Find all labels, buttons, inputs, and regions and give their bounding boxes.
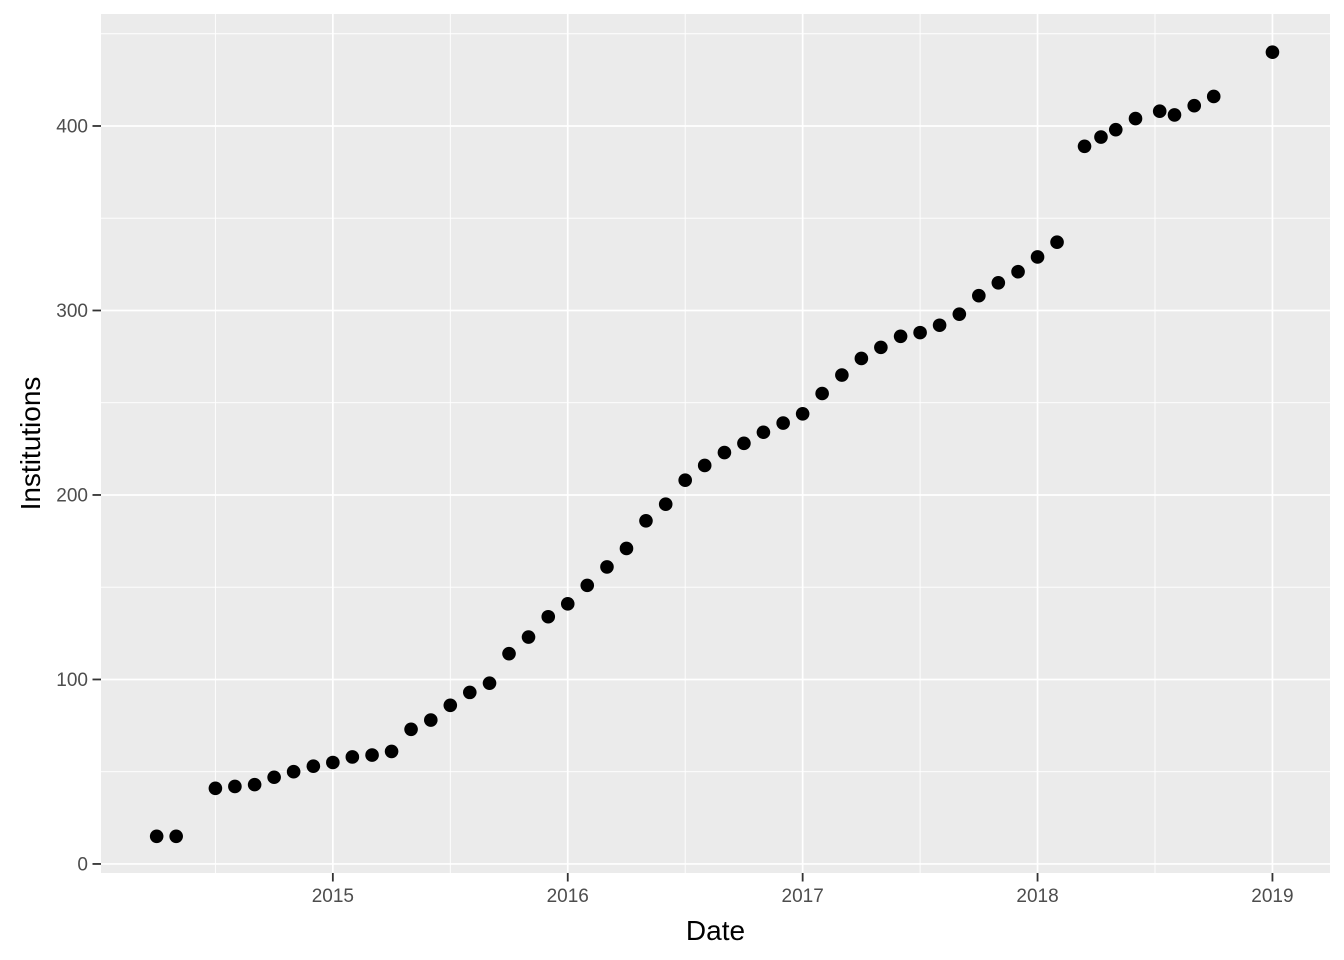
data-point [1152, 104, 1167, 119]
data-point [1128, 111, 1143, 126]
data-point [795, 406, 810, 421]
data-point [482, 676, 497, 690]
data-point [1108, 122, 1123, 137]
axis-tick-marks [92, 125, 1274, 882]
data-point [541, 609, 556, 624]
y-axis-title: Institutions [15, 377, 46, 511]
data-point [228, 779, 242, 794]
data-point [776, 416, 790, 430]
data-point [1094, 130, 1108, 144]
data-point [424, 713, 438, 727]
x-tick-label: 2017 [782, 886, 824, 907]
data-point [326, 755, 340, 770]
data-point [874, 340, 888, 355]
data-point [286, 764, 301, 779]
data-point [443, 698, 458, 713]
data-point [815, 386, 829, 401]
data-point [1206, 89, 1221, 104]
data-point [737, 436, 751, 451]
plot-panel [101, 14, 1330, 873]
data-point [835, 368, 849, 382]
data-point [247, 777, 262, 792]
y-tick-label: 200 [56, 486, 88, 507]
x-tick-label: 2019 [1251, 886, 1293, 907]
data-points [149, 45, 1280, 844]
data-point [932, 318, 947, 333]
data-point [1167, 108, 1182, 122]
data-point [149, 829, 164, 844]
minor-gridlines [101, 14, 1330, 873]
x-axis-title: Date [686, 915, 745, 946]
data-point [1011, 264, 1025, 279]
data-point [502, 646, 516, 661]
major-gridlines [101, 14, 1330, 873]
data-point [893, 329, 908, 344]
y-tick-label: 300 [56, 301, 88, 322]
data-point [678, 473, 692, 488]
data-point [952, 307, 967, 321]
data-point [384, 744, 399, 759]
data-point [267, 770, 281, 785]
data-point [619, 541, 634, 556]
y-tick-label: 100 [56, 670, 88, 691]
data-point [972, 288, 986, 303]
data-point [345, 750, 360, 764]
data-point [208, 781, 223, 796]
data-point [991, 276, 1006, 290]
data-point [658, 497, 673, 511]
data-point [306, 759, 321, 773]
data-point [1265, 45, 1280, 59]
data-point [600, 560, 614, 574]
data-point [756, 425, 771, 440]
data-point [365, 748, 379, 762]
x-tick-label: 2016 [547, 886, 589, 907]
data-point [913, 325, 927, 340]
x-tick-label: 2018 [1016, 886, 1058, 907]
x-tick-label: 2015 [312, 886, 354, 907]
data-point [462, 685, 477, 700]
data-point [169, 829, 183, 844]
data-point [404, 722, 418, 737]
data-point [854, 351, 869, 366]
data-point [580, 578, 595, 593]
x-axis-tick-labels: 2015 2016 2017 2018 2019 [312, 886, 1294, 907]
data-point [639, 514, 653, 528]
data-point [521, 630, 536, 644]
data-point [1030, 250, 1045, 264]
y-axis-tick-labels: 0 100 200 300 400 [56, 117, 88, 876]
data-point [1050, 235, 1064, 250]
data-point [717, 445, 732, 460]
data-point [560, 597, 575, 611]
data-point [697, 458, 712, 473]
data-point [1077, 139, 1092, 154]
y-tick-label: 0 [77, 855, 88, 876]
y-tick-label: 400 [56, 117, 88, 138]
data-point [1187, 98, 1202, 113]
